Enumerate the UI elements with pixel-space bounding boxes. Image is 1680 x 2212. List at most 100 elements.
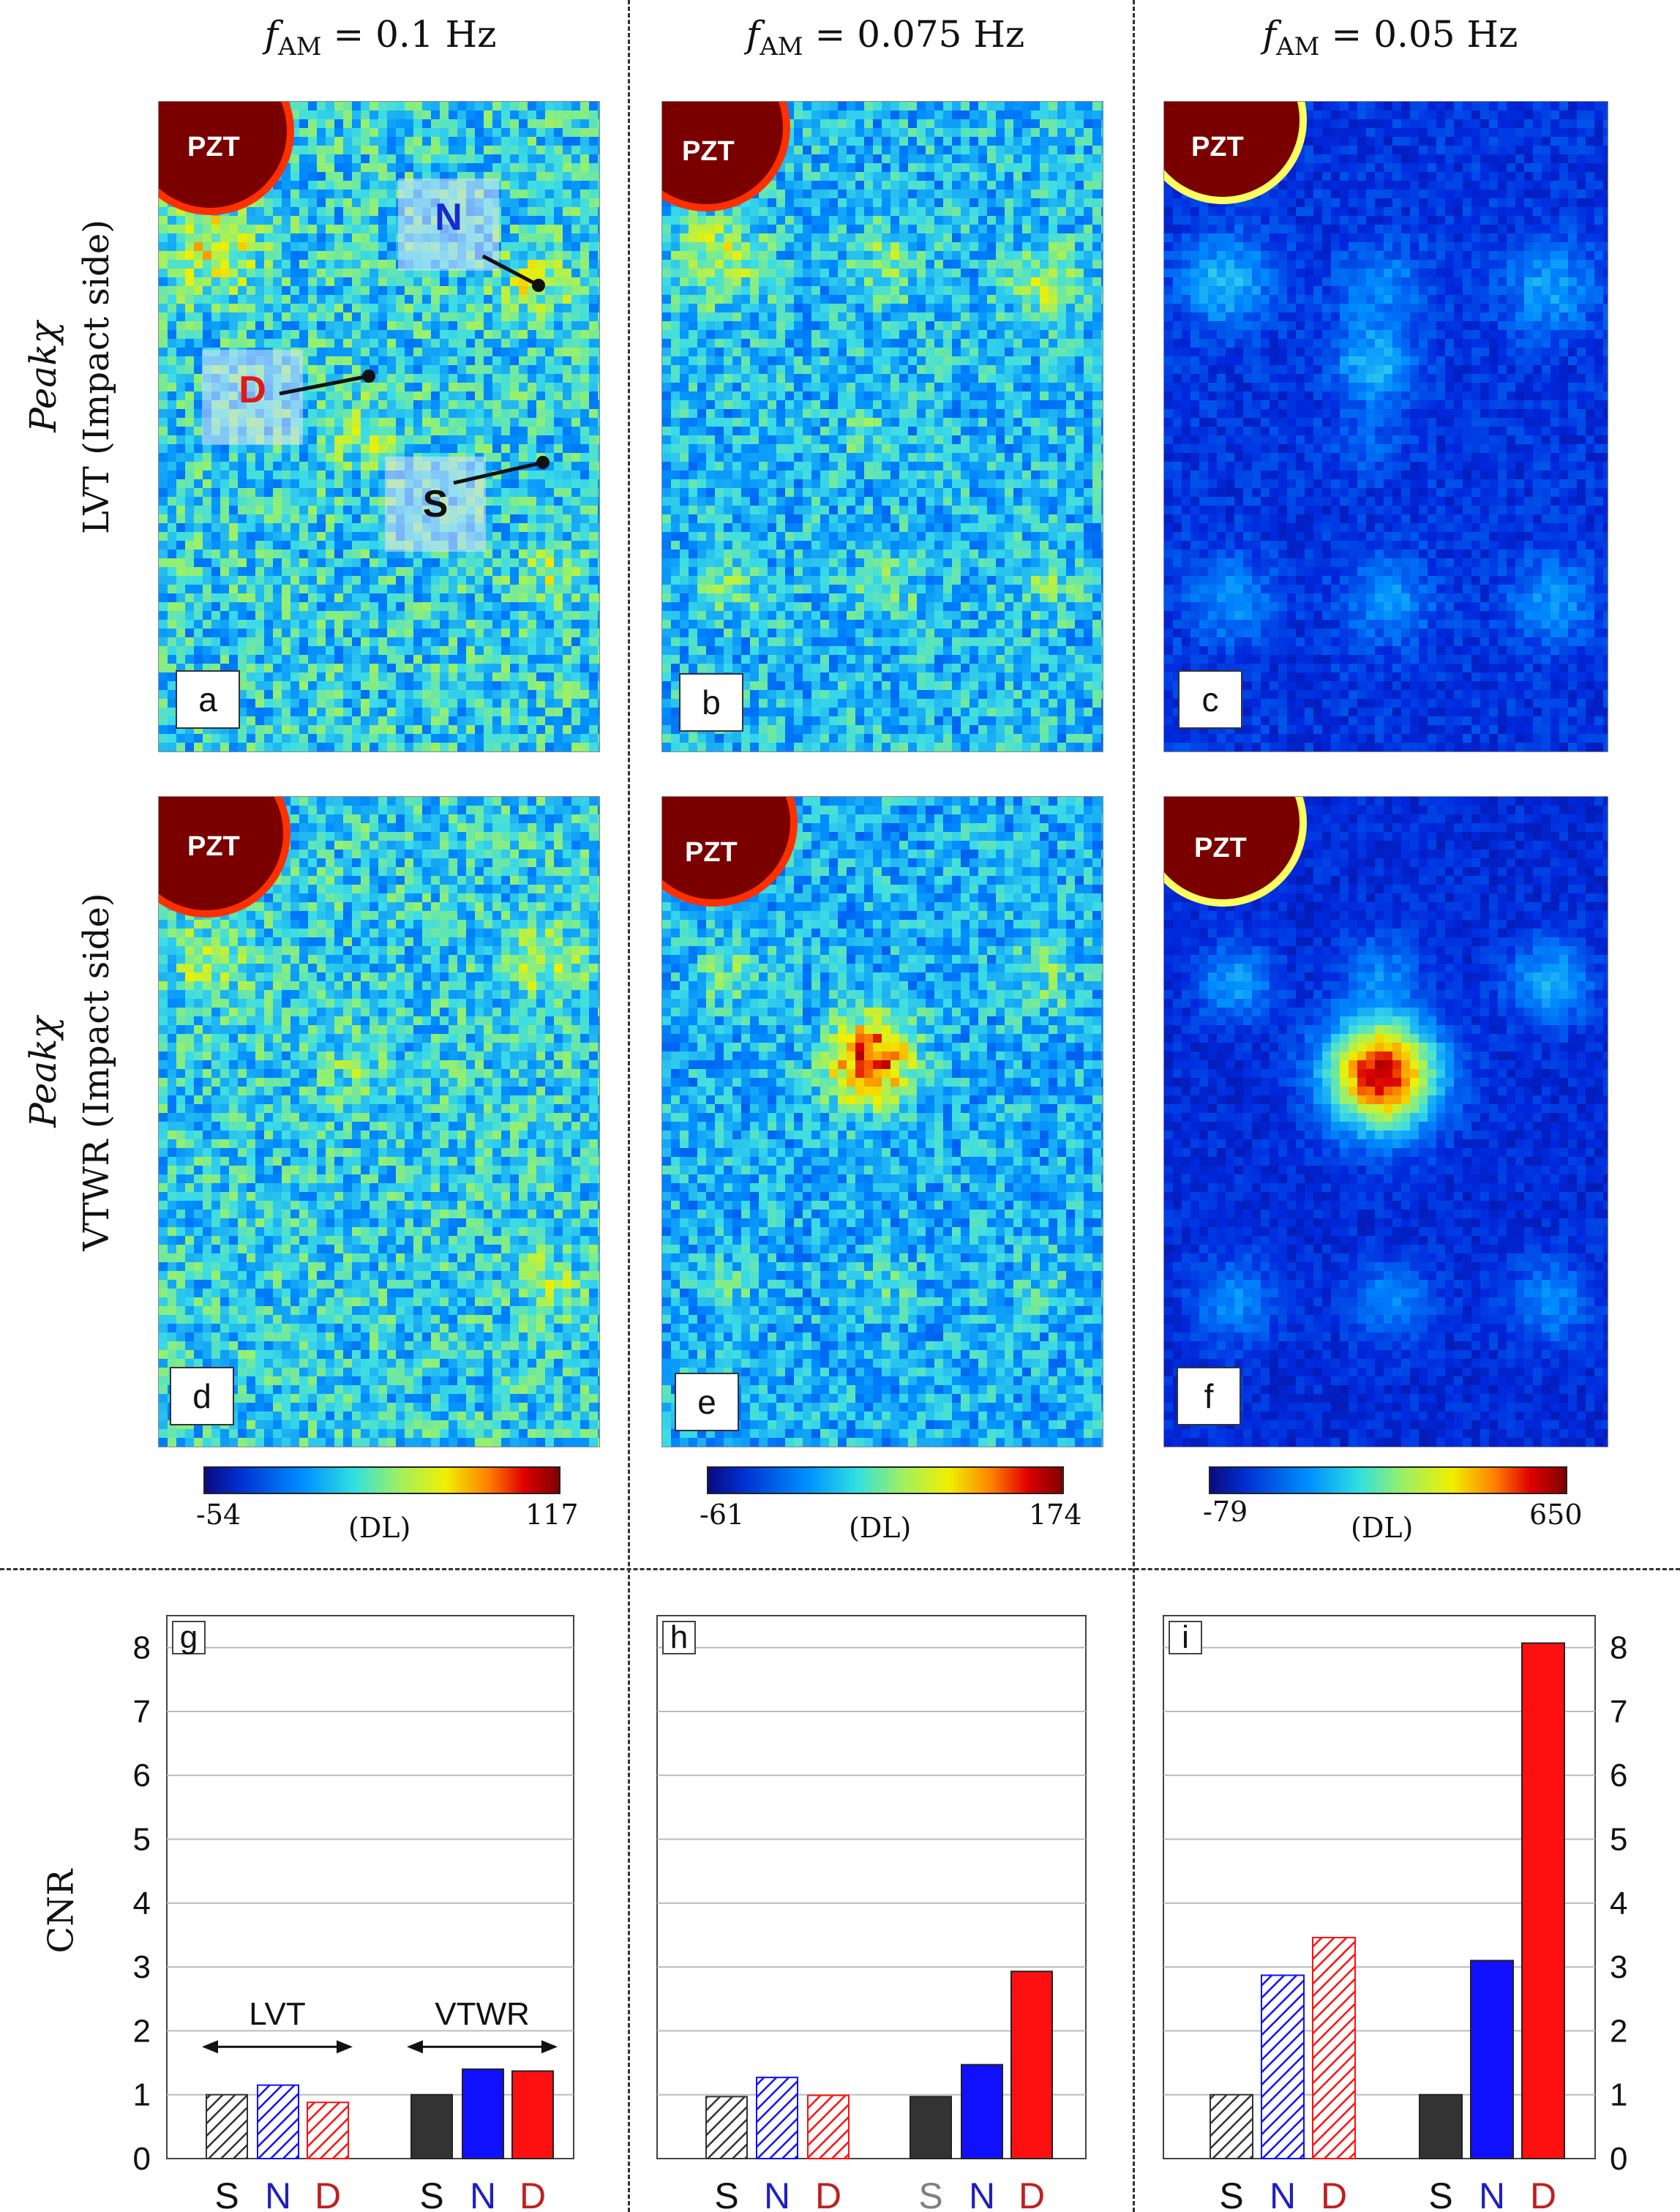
bar-d (1521, 1642, 1565, 2159)
x-tick-label: N (470, 2175, 496, 2212)
pzt-label: PZT (685, 837, 738, 869)
arrow-head (337, 2040, 353, 2054)
colorbar-min: -54 (196, 1499, 241, 1531)
y-tick-label: 3 (1610, 1949, 1627, 1985)
colorbar-max: 650 (1529, 1499, 1583, 1531)
column-header-3: fAM = 0.05 Hz (1207, 13, 1573, 61)
pzt-disc (159, 102, 294, 215)
pzt-disc (662, 797, 798, 907)
row-label-method: LVT (Impact side) (76, 48, 117, 706)
pzt-label: PZT (682, 136, 735, 168)
colorbar-min: -61 (700, 1499, 744, 1531)
panel-letter-a: a (176, 670, 240, 729)
colorbar-unit: (DL) (849, 1512, 911, 1544)
vertical-divider-1 (628, 0, 630, 2212)
hm-b-image (662, 102, 1103, 751)
marker-d: D (202, 350, 303, 445)
column-header-1: fAM = 0.1 Hz (198, 13, 563, 61)
pzt-label: PZT (1194, 833, 1247, 864)
panel-letter-box (1169, 1621, 1202, 1654)
x-tick-label: S (1428, 2175, 1452, 2212)
row-label-method: VTWR (Impact side) (76, 743, 117, 1401)
header-sub: AM (760, 32, 803, 61)
bar-s (410, 2093, 453, 2159)
y-tick-label: 5 (1610, 1822, 1627, 1858)
y-tick-label: 7 (1610, 1694, 1627, 1730)
x-tick-label: D (815, 2175, 841, 2212)
y-tick-label: 7 (133, 1694, 151, 1730)
y-tick-label: 5 (133, 1822, 151, 1858)
heatmap-f (1163, 796, 1608, 1447)
heatmap-e (661, 796, 1103, 1447)
x-tick-label: D (1530, 2175, 1556, 2212)
colorbar-min: -79 (1203, 1496, 1248, 1528)
x-tick-label: D (1019, 2175, 1045, 2212)
row-label-vtwr: Peakχ VTWR (Impact side) (22, 743, 117, 1401)
header-var: f (265, 13, 279, 56)
hm-f-image (1164, 797, 1608, 1447)
header-var: f (746, 13, 760, 56)
y-tick-label: 6 (133, 1758, 151, 1793)
bar-n (462, 2068, 504, 2159)
panel-letter-i: i (1182, 1619, 1189, 1655)
panel-letter-f: f (1177, 1367, 1241, 1425)
x-tick-label: S (214, 2175, 239, 2212)
marker-n: N (398, 179, 499, 271)
x-tick-label: N (265, 2175, 291, 2212)
bar-d (307, 2102, 349, 2159)
hm-d-image (159, 797, 599, 1447)
x-tick-label: D (520, 2175, 546, 2212)
x-tick-label: S (419, 2175, 443, 2212)
panel-letter-d: d (170, 1367, 234, 1425)
bar-d (1010, 1971, 1053, 2159)
pzt-disc (662, 102, 790, 211)
pzt-label: PZT (1191, 132, 1244, 163)
bar-s (1210, 2093, 1253, 2159)
bar-n (756, 2077, 798, 2160)
plot-frame (166, 1615, 574, 2159)
y-tick-label: 2 (133, 2013, 151, 2049)
x-tick-label: S (1219, 2175, 1243, 2212)
row-label-peak: Peakχ (22, 743, 64, 1401)
header-value: = 0.1 Hz (333, 13, 496, 56)
group-label-lvt: LVT (249, 1996, 305, 2032)
hm-c-image (1164, 102, 1608, 751)
bar-s (206, 2093, 248, 2159)
vertical-divider-2 (1133, 0, 1135, 2212)
cnr-axis-label: CNR (40, 1870, 81, 1954)
bar-s (910, 2096, 952, 2159)
colorbar-unit: (DL) (1351, 1512, 1413, 1544)
heatmap-c (1163, 101, 1608, 752)
column-header-2: fAM = 0.075 Hz (702, 13, 1068, 61)
y-tick-label: 0 (133, 2141, 151, 2177)
heatmap-b (661, 101, 1103, 752)
panel-letter-box (172, 1621, 206, 1654)
pzt-label: PZT (187, 132, 240, 163)
x-tick-label: S (714, 2175, 738, 2212)
colorbar-3 (1209, 1466, 1567, 1494)
y-tick-label: 3 (133, 1949, 151, 1985)
x-tick-label: N (1479, 2175, 1505, 2212)
y-tick-label: 8 (133, 1630, 151, 1666)
header-var: f (1263, 13, 1277, 56)
cnr-chart-h: S N D S N Dh (656, 1615, 1087, 2212)
arrow-head (202, 2040, 218, 2054)
row-label-lvt: Peakχ LVT (Impact side) (22, 48, 117, 706)
arrow-head (541, 2040, 558, 2054)
colorbar-1 (203, 1466, 560, 1494)
header-sub: AM (278, 32, 321, 61)
panel-letter-box (662, 1621, 696, 1654)
x-tick-label: N (969, 2175, 995, 2212)
row-label-peak: Peakχ (22, 48, 64, 706)
panel-letter-h: h (670, 1619, 688, 1655)
y-tick-label: 8 (1610, 1630, 1627, 1666)
header-sub: AM (1276, 32, 1319, 61)
bar-n (257, 2084, 299, 2159)
bar-s (705, 2096, 748, 2159)
pzt-label: PZT (187, 831, 240, 863)
panel-letter-c: c (1178, 670, 1242, 729)
arrow-head (407, 2040, 423, 2054)
pzt-disc (1164, 102, 1307, 204)
bar-d (1312, 1936, 1356, 2159)
